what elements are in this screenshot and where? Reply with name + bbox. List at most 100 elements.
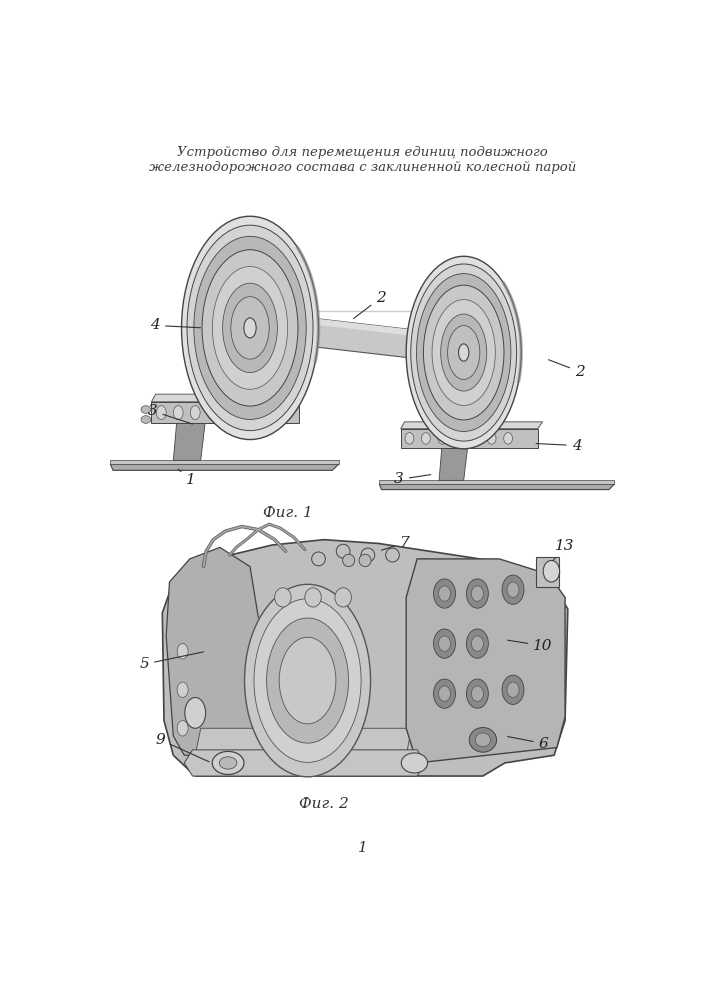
Ellipse shape: [241, 406, 251, 420]
Polygon shape: [407, 559, 565, 763]
Ellipse shape: [503, 433, 513, 444]
Text: 10: 10: [508, 639, 553, 653]
Ellipse shape: [507, 582, 519, 597]
Ellipse shape: [190, 406, 200, 420]
Polygon shape: [439, 448, 467, 480]
Ellipse shape: [335, 588, 351, 607]
Ellipse shape: [472, 686, 484, 701]
Text: 7: 7: [381, 536, 409, 550]
Ellipse shape: [202, 250, 298, 406]
Ellipse shape: [223, 283, 277, 373]
Ellipse shape: [275, 406, 285, 420]
Ellipse shape: [471, 433, 479, 444]
Polygon shape: [151, 394, 305, 402]
Ellipse shape: [407, 256, 521, 449]
Ellipse shape: [448, 326, 480, 379]
Polygon shape: [160, 414, 216, 423]
Polygon shape: [427, 440, 479, 448]
Ellipse shape: [438, 586, 450, 601]
Text: Устройство для перемещения единиц подвижного: Устройство для перемещения единиц подвиж…: [177, 146, 548, 159]
Ellipse shape: [472, 636, 484, 651]
Ellipse shape: [361, 548, 375, 562]
Ellipse shape: [219, 757, 237, 769]
Polygon shape: [163, 540, 568, 776]
Ellipse shape: [421, 433, 431, 444]
Polygon shape: [185, 750, 426, 776]
Text: 3: 3: [394, 472, 431, 486]
Polygon shape: [250, 311, 464, 364]
Polygon shape: [173, 423, 205, 460]
Ellipse shape: [254, 599, 361, 762]
Text: 5: 5: [139, 652, 204, 671]
Ellipse shape: [405, 433, 414, 444]
Text: 3: 3: [148, 404, 192, 424]
Ellipse shape: [173, 406, 183, 420]
Ellipse shape: [359, 554, 371, 567]
Ellipse shape: [156, 406, 166, 420]
Text: железнодорожного состава с заклиненной колесной парой: железнодорожного состава с заклиненной к…: [148, 161, 576, 174]
Ellipse shape: [385, 548, 399, 562]
Ellipse shape: [438, 686, 450, 701]
Ellipse shape: [438, 636, 450, 651]
Ellipse shape: [207, 406, 217, 420]
Text: 9: 9: [156, 733, 209, 762]
Ellipse shape: [433, 679, 455, 708]
Ellipse shape: [502, 575, 524, 604]
Ellipse shape: [433, 629, 455, 658]
Ellipse shape: [411, 264, 517, 441]
Ellipse shape: [279, 637, 336, 724]
Ellipse shape: [267, 618, 349, 743]
Ellipse shape: [312, 552, 325, 566]
Polygon shape: [110, 464, 339, 470]
Text: 4: 4: [536, 439, 581, 453]
Text: Фиг. 2: Фиг. 2: [299, 797, 349, 811]
Ellipse shape: [258, 406, 268, 420]
Ellipse shape: [432, 300, 496, 405]
Text: 13: 13: [553, 539, 575, 561]
Polygon shape: [195, 728, 411, 755]
Ellipse shape: [274, 588, 291, 607]
Ellipse shape: [187, 225, 313, 431]
Ellipse shape: [343, 554, 355, 567]
Ellipse shape: [194, 236, 306, 419]
Ellipse shape: [244, 318, 256, 338]
Ellipse shape: [487, 433, 496, 444]
Ellipse shape: [502, 675, 524, 704]
Ellipse shape: [507, 682, 519, 698]
Ellipse shape: [543, 560, 560, 582]
Ellipse shape: [459, 344, 469, 361]
Ellipse shape: [402, 753, 428, 773]
Ellipse shape: [416, 274, 511, 431]
Ellipse shape: [182, 216, 319, 440]
Ellipse shape: [245, 584, 370, 777]
Text: Фиг. 1: Фиг. 1: [264, 506, 313, 520]
Polygon shape: [166, 547, 269, 755]
Polygon shape: [401, 422, 542, 429]
Text: 6: 6: [508, 737, 549, 751]
Ellipse shape: [423, 285, 504, 420]
Ellipse shape: [141, 406, 151, 413]
Ellipse shape: [141, 416, 151, 423]
Ellipse shape: [475, 733, 491, 747]
Ellipse shape: [230, 297, 269, 359]
Ellipse shape: [185, 698, 206, 728]
Circle shape: [177, 721, 188, 736]
Ellipse shape: [212, 751, 244, 774]
Text: 2: 2: [549, 360, 585, 379]
Bar: [151, 402, 299, 423]
Ellipse shape: [212, 266, 288, 389]
Ellipse shape: [337, 544, 350, 558]
Text: 4: 4: [151, 318, 201, 332]
Ellipse shape: [469, 728, 496, 752]
Ellipse shape: [467, 679, 489, 708]
Polygon shape: [380, 484, 614, 490]
Ellipse shape: [467, 579, 489, 608]
Circle shape: [177, 682, 188, 698]
Ellipse shape: [438, 433, 447, 444]
Circle shape: [177, 644, 188, 659]
Polygon shape: [250, 311, 464, 342]
Ellipse shape: [467, 629, 489, 658]
Ellipse shape: [455, 433, 463, 444]
Polygon shape: [110, 460, 339, 464]
Ellipse shape: [433, 579, 455, 608]
